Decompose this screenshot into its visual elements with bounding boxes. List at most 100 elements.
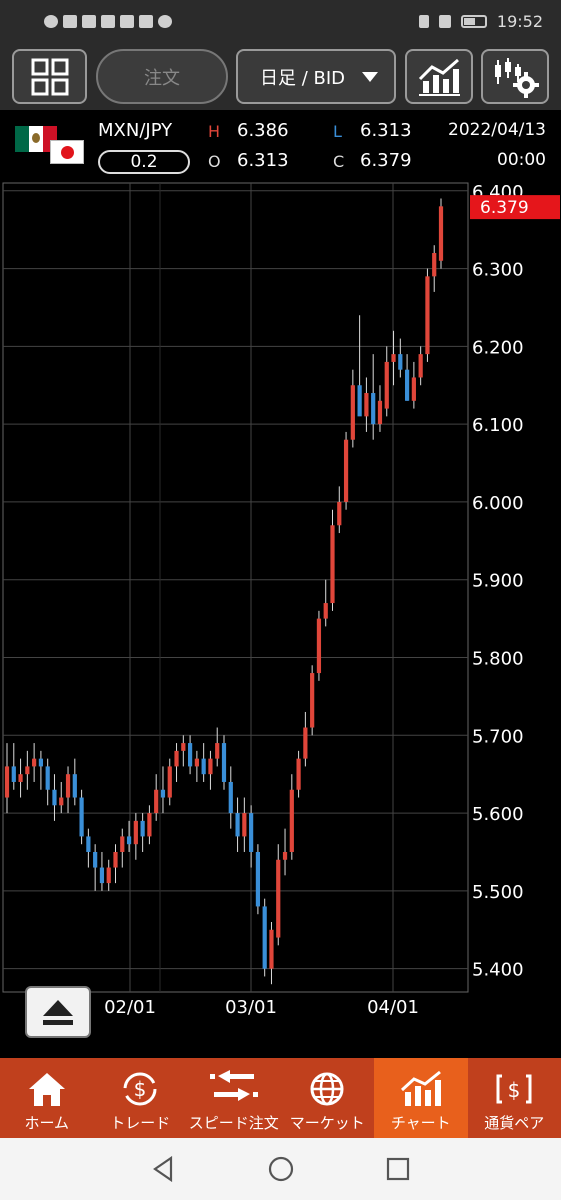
current-price-tag	[470, 195, 560, 220]
period-label: 日足 / BID	[260, 67, 346, 89]
svg-text:$: $	[134, 1077, 147, 1101]
y-tick-label: 6.100	[472, 415, 524, 436]
open-label: O	[208, 152, 221, 171]
y-tick-label: 5.600	[472, 804, 524, 825]
low-value: 6.313	[360, 120, 412, 141]
y-tick-label: 5.700	[472, 726, 524, 747]
currency-pair-label: MXN/JPY	[98, 120, 173, 141]
candlestick-chart[interactable]: 6.4006.3006.2006.1006.0005.9005.8005.700…	[0, 180, 561, 1058]
line-chart-icon	[418, 58, 460, 96]
candle-body	[140, 820, 145, 837]
plot-frame	[2, 182, 469, 993]
nav-trade-label: トレード	[110, 1114, 171, 1132]
bar-date: 2022/04/13	[448, 120, 546, 140]
nav-currency-pair[interactable]: $ 通貨ペア	[468, 1058, 561, 1138]
candle-body	[181, 743, 186, 751]
battery-icon	[460, 14, 487, 28]
candle-body	[371, 393, 376, 425]
chart-area[interactable]: 6.400 6.300 6.200 6.100 6.000 5.900 5.800 5.700…	[0, 180, 561, 1058]
candle-body	[113, 851, 118, 868]
collapse-toolbar-button[interactable]	[25, 986, 91, 1038]
candle-body	[249, 813, 254, 852]
candle-body	[194, 758, 199, 767]
candle-body	[296, 758, 301, 790]
recents-icon[interactable]	[385, 1156, 411, 1182]
candle-body	[255, 851, 261, 907]
y-tick-label: 5.500	[472, 882, 524, 903]
instrument-info: MXN/JPY 0.2 H 6.386 L 6.313 O 6.313 C 6.…	[0, 110, 561, 180]
google-icon	[158, 14, 172, 28]
candle-body	[86, 836, 91, 852]
currency-pair-icon: $	[496, 1074, 532, 1104]
candle-body	[32, 758, 37, 767]
y-tick-label: 6.200	[472, 337, 524, 358]
spread-badge: 0.2	[98, 150, 190, 174]
speed-order-icon	[209, 1070, 258, 1101]
candle-body	[126, 836, 132, 845]
candle-gear-icon	[495, 57, 539, 98]
alert-icon	[44, 14, 58, 28]
candle-body	[133, 820, 138, 845]
candle-body	[377, 400, 383, 425]
candle-body	[201, 758, 206, 775]
candle-body	[18, 774, 23, 782]
nav-speed-order-label: スピード注文	[188, 1114, 279, 1132]
candle-body	[425, 276, 430, 355]
nav-currency-pair-label: 通貨ペア	[484, 1114, 545, 1132]
nav-home-label: ホーム	[24, 1114, 70, 1132]
nav-speed-order[interactable]: スピード注文	[187, 1058, 281, 1138]
candle-body	[99, 867, 105, 884]
candle-body	[418, 354, 423, 378]
period-selector[interactable]: 日足 / BID	[236, 49, 396, 104]
nav-home[interactable]: ホーム	[0, 1058, 94, 1138]
y-tick-label: 5.800	[472, 649, 524, 670]
current-price-label: 6.379	[480, 198, 529, 218]
indicator-button[interactable]	[405, 49, 473, 104]
candle-body	[398, 354, 403, 370]
candle-body	[52, 789, 57, 806]
candle-body	[215, 743, 220, 759]
candle-body	[289, 789, 294, 852]
candle-body	[45, 766, 50, 790]
nav-chart[interactable]: チャート	[374, 1058, 468, 1138]
layout-grid-button[interactable]	[12, 49, 87, 104]
candle-body	[438, 206, 444, 261]
candle-body	[391, 354, 396, 362]
chevron-down-icon	[362, 71, 378, 82]
nav-trade[interactable]: $ トレード	[94, 1058, 188, 1138]
candle-body	[242, 813, 247, 837]
candle-body	[269, 929, 274, 969]
mail-icon	[120, 14, 134, 28]
candle-body	[38, 758, 44, 767]
candle-body	[208, 758, 213, 775]
open-value: 6.313	[237, 150, 289, 171]
high-label: H	[208, 122, 221, 141]
candle-body	[404, 369, 410, 401]
bluetooth-icon	[418, 14, 429, 28]
candle-body	[221, 743, 227, 782]
high-value: 6.386	[237, 120, 289, 141]
home-circle-icon[interactable]	[267, 1155, 295, 1183]
status-bar: 19:52	[0, 0, 561, 42]
candle-body	[323, 603, 328, 619]
notification-icons	[44, 14, 172, 28]
back-icon[interactable]	[151, 1156, 177, 1182]
close-label: C	[333, 152, 345, 171]
candle-body	[282, 851, 288, 860]
candle-body	[411, 377, 416, 401]
candle-body	[187, 743, 193, 767]
candle-body	[228, 781, 233, 814]
bar-time: 00:00	[497, 150, 546, 170]
low-label: L	[333, 122, 342, 141]
candle-body	[160, 789, 166, 798]
candle-body	[310, 673, 315, 728]
candle-body	[364, 393, 369, 417]
candle-body	[432, 253, 437, 277]
grid-icon	[31, 58, 68, 95]
svg-text:$: $	[508, 1078, 521, 1102]
nav-market[interactable]: マーケット	[281, 1058, 375, 1138]
candle-body	[262, 906, 267, 969]
bottom-navigation: ホーム $ トレード スピード注文 マーケット	[0, 1058, 561, 1138]
order-button[interactable]: 注文	[96, 49, 228, 104]
chart-settings-button[interactable]	[481, 49, 549, 104]
